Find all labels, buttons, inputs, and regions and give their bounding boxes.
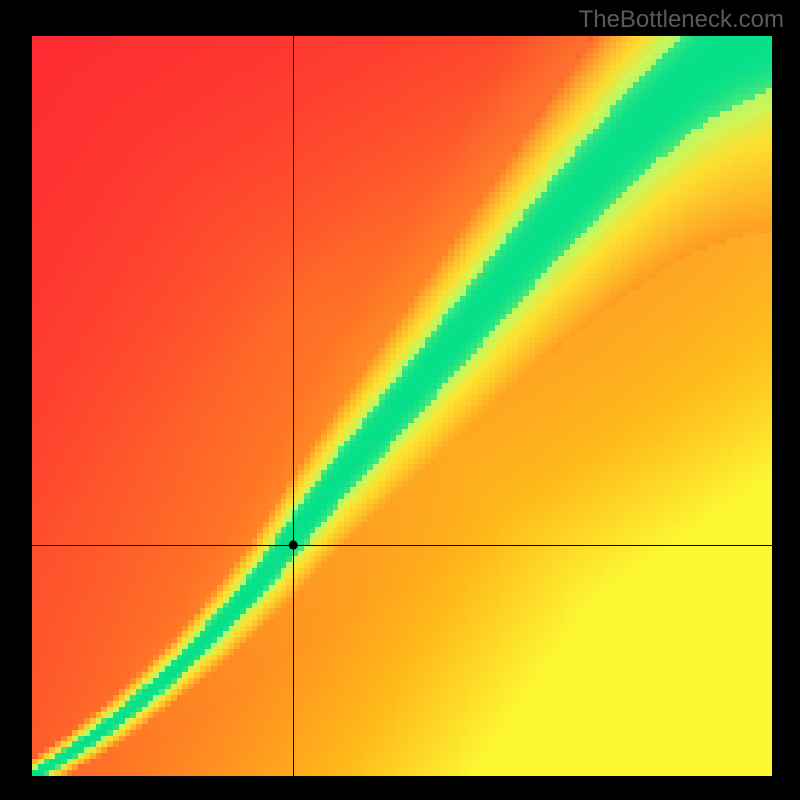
bottleneck-heatmap (32, 36, 772, 776)
watermark-text: TheBottleneck.com (579, 6, 784, 34)
figure-container: { "watermark": { "text": "TheBottleneck.… (0, 0, 800, 800)
